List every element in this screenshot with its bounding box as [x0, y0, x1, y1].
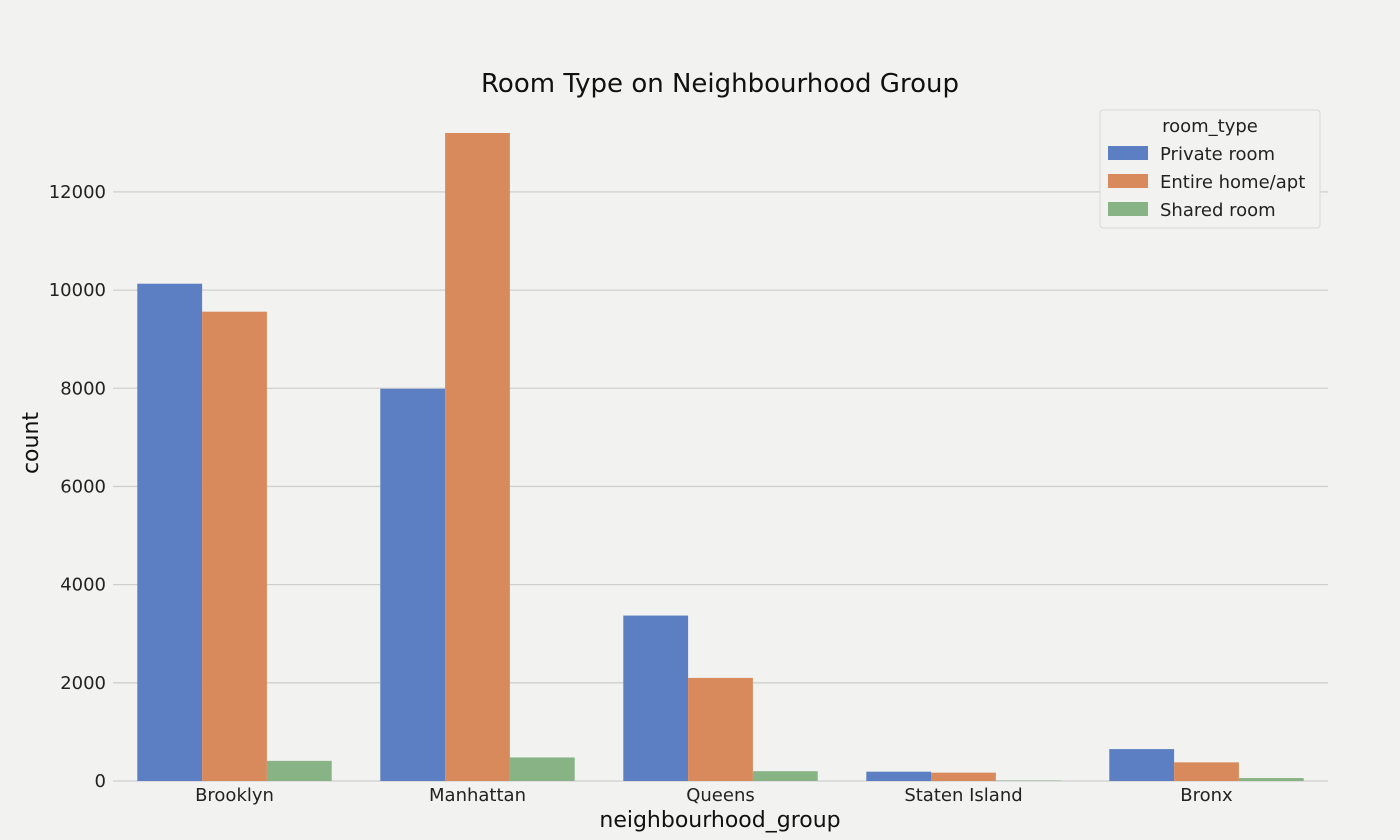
legend-swatch [1108, 202, 1148, 216]
y-axis-ticks: 0 2000 4000 6000 8000 10000 12000 [49, 182, 106, 792]
bar [509, 757, 575, 781]
legend-title: room_type [1162, 116, 1258, 137]
x-tick-label: Manhattan [429, 785, 526, 806]
y-tick-label: 10000 [49, 280, 106, 301]
bar [1109, 749, 1175, 781]
y-tick-label: 8000 [60, 378, 106, 399]
x-tick-label: Staten Island [904, 785, 1022, 806]
x-axis-ticks: Brooklyn Manhattan Queens Staten Island Bron… [195, 785, 1233, 806]
y-tick-label: 12000 [49, 182, 106, 203]
bar [931, 772, 996, 781]
x-tick-label: Brooklyn [195, 785, 274, 806]
legend-swatch [1108, 146, 1148, 160]
legend-items: Private room Entire home/apt Shared room [1108, 144, 1305, 221]
x-tick-label: Queens [686, 785, 755, 806]
legend-box [1099, 109, 1321, 229]
x-axis-title: neighbourhood_group [599, 808, 840, 833]
legend-label: Entire home/apt [1160, 172, 1305, 193]
y-axis-title: count [19, 412, 44, 474]
bar [137, 283, 203, 781]
legend-label: Private room [1160, 144, 1275, 165]
legend: room_type Private room Entire home/apt Sha… [1099, 109, 1321, 229]
bars [137, 133, 1304, 781]
bar [202, 311, 267, 781]
x-tick-label: Bronx [1180, 785, 1233, 806]
bar [380, 388, 446, 781]
bar [688, 677, 753, 781]
bar [1174, 762, 1239, 781]
bar [623, 615, 689, 781]
y-tick-label: 0 [95, 771, 106, 792]
bar [866, 771, 932, 781]
bar [1238, 778, 1304, 781]
legend-swatch [1108, 174, 1148, 188]
bar [445, 133, 510, 781]
chart-title: Room Type on Neighbourhood Group [481, 69, 959, 99]
y-tick-label: 2000 [60, 673, 106, 694]
bar [266, 760, 332, 781]
legend-label: Shared room [1160, 200, 1276, 221]
bar [752, 771, 818, 781]
y-tick-label: 6000 [60, 476, 106, 497]
y-tick-label: 4000 [60, 575, 106, 596]
grid-lines [113, 191, 1328, 782]
